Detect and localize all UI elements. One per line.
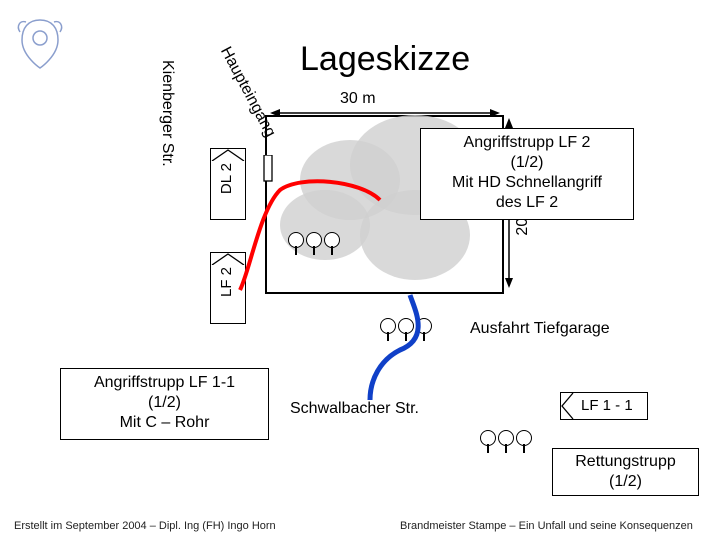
crew-icon bbox=[288, 232, 342, 254]
callout-rescue: Rettungstrupp (1/2) bbox=[552, 448, 699, 496]
callout-lf2-text: Angriffstrupp LF 2 (1/2) Mit HD Schnella… bbox=[427, 133, 627, 213]
callout-lf2: Angriffstrupp LF 2 (1/2) Mit HD Schnella… bbox=[420, 128, 634, 220]
callout-lf1-text: Angriffstrupp LF 1-1 (1/2) Mit C – Rohr bbox=[67, 373, 262, 433]
entrance-label: Haupteingang bbox=[216, 44, 279, 140]
page-title: Lageskizze bbox=[300, 40, 470, 79]
vehicle-lf1-1: LF 1 - 1 bbox=[560, 392, 648, 420]
crest-icon bbox=[10, 14, 70, 74]
vehicle-lf1-1-label: LF 1 - 1 bbox=[581, 397, 633, 414]
callout-rescue-text: Rettungstrupp (1/2) bbox=[558, 452, 693, 492]
footer-right: Brandmeister Stampe – Ein Unfall und sei… bbox=[400, 520, 693, 532]
width-dimension-label: 30 m bbox=[340, 90, 376, 108]
hose-blue-icon bbox=[360, 290, 500, 410]
side-street-label: Kienberger Str. bbox=[158, 60, 176, 167]
footer-left: Erstellt im September 2004 – Dipl. Ing (… bbox=[14, 520, 276, 532]
callout-lf1: Angriffstrupp LF 1-1 (1/2) Mit C – Rohr bbox=[60, 368, 269, 440]
crew-icon bbox=[480, 430, 534, 452]
bottom-street-label: Schwalbacher Str. bbox=[290, 400, 419, 418]
